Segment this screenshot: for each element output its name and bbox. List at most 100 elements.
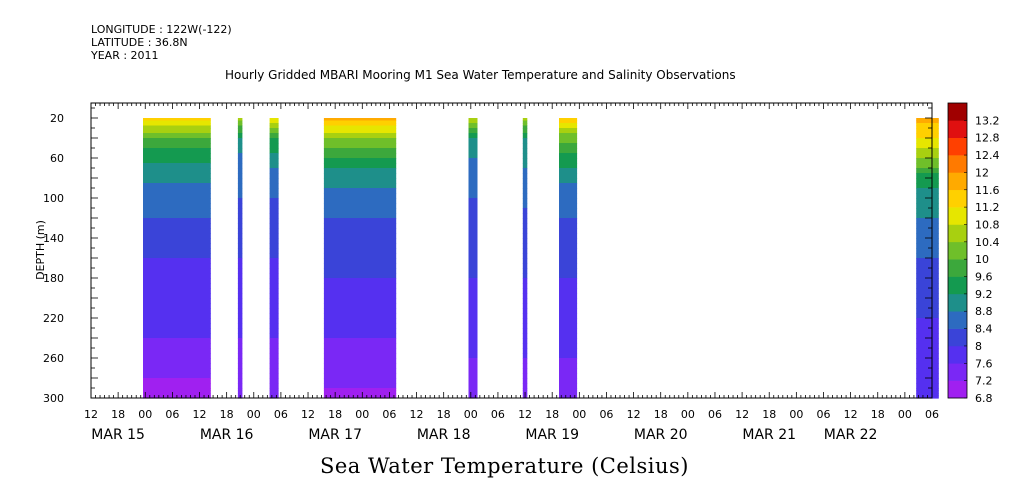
data-cell bbox=[916, 128, 939, 134]
data-cell bbox=[237, 383, 243, 389]
data-cell bbox=[916, 218, 939, 224]
data-cell bbox=[269, 198, 279, 204]
data-cell bbox=[916, 328, 939, 334]
colorbar-label: 12.8 bbox=[975, 132, 1000, 145]
colorbar-swatch bbox=[948, 380, 967, 399]
data-cell bbox=[468, 368, 478, 374]
data-cell bbox=[323, 148, 397, 154]
data-cell bbox=[522, 123, 528, 127]
colorbar-swatch bbox=[948, 276, 967, 295]
x-day-label: MAR 19 bbox=[525, 427, 579, 443]
data-cell bbox=[323, 298, 397, 304]
data-cell bbox=[323, 318, 397, 324]
data-cell bbox=[559, 128, 578, 134]
data-cell bbox=[237, 208, 243, 214]
data-cell bbox=[323, 383, 397, 389]
colorbar-label: 8 bbox=[975, 340, 982, 353]
data-cell bbox=[559, 323, 578, 329]
x-tick-label: 12 bbox=[518, 408, 532, 421]
data-cell bbox=[559, 118, 578, 122]
data-cell bbox=[916, 378, 939, 384]
data-cell bbox=[559, 133, 578, 139]
data-cell bbox=[468, 148, 478, 154]
data-cell bbox=[237, 283, 243, 289]
data-cell bbox=[916, 278, 939, 284]
latitude-label: LATITUDE : 36.8N bbox=[91, 36, 188, 49]
data-cell bbox=[323, 158, 397, 164]
data-cell bbox=[468, 395, 478, 399]
data-cell bbox=[237, 193, 243, 199]
data-cell bbox=[522, 328, 528, 334]
data-cell bbox=[468, 120, 478, 124]
data-cell bbox=[522, 183, 528, 189]
data-cell bbox=[323, 283, 397, 289]
data-cell bbox=[916, 125, 939, 129]
x-tick-label: 00 bbox=[789, 408, 803, 421]
data-cell bbox=[323, 198, 397, 204]
data-cell bbox=[522, 373, 528, 379]
data-cell bbox=[522, 258, 528, 264]
data-cell bbox=[269, 248, 279, 254]
data-cell bbox=[916, 168, 939, 174]
x-tick-label: 18 bbox=[871, 408, 885, 421]
data-cell bbox=[269, 268, 279, 274]
data-cell bbox=[237, 278, 243, 284]
data-cell bbox=[323, 153, 397, 159]
data-cell bbox=[916, 203, 939, 209]
data-cell bbox=[559, 388, 578, 392]
data-cell bbox=[916, 208, 939, 214]
data-cell bbox=[522, 228, 528, 234]
data-cell bbox=[522, 168, 528, 174]
x-day-label: MAR 18 bbox=[417, 427, 471, 443]
data-cell bbox=[323, 333, 397, 339]
data-cell bbox=[323, 253, 397, 259]
data-cell bbox=[559, 263, 578, 269]
data-cell bbox=[323, 348, 397, 354]
data-cell bbox=[237, 218, 243, 224]
y-tick-label: 20 bbox=[50, 112, 64, 125]
data-cell bbox=[916, 198, 939, 204]
data-cell bbox=[522, 233, 528, 239]
y-axis-label: DEPTH (m) bbox=[34, 220, 47, 280]
data-cell bbox=[143, 188, 211, 194]
data-cell bbox=[269, 243, 279, 249]
data-cell bbox=[916, 308, 939, 314]
data-cell bbox=[916, 143, 939, 149]
data-cell bbox=[559, 223, 578, 229]
data-cell bbox=[269, 120, 279, 124]
x-tick-label: 18 bbox=[437, 408, 451, 421]
data-cell bbox=[323, 173, 397, 179]
data-cell bbox=[559, 238, 578, 244]
data-cell bbox=[143, 388, 211, 392]
x-day-label: MAR 15 bbox=[91, 427, 145, 443]
data-cell bbox=[269, 383, 279, 389]
data-cell bbox=[237, 348, 243, 354]
data-cell bbox=[269, 323, 279, 329]
data-cell bbox=[323, 133, 397, 139]
data-cell bbox=[468, 348, 478, 354]
colorbar-label: 13.2 bbox=[975, 114, 1000, 127]
data-cell bbox=[237, 148, 243, 154]
data-cell bbox=[916, 298, 939, 304]
data-cell bbox=[916, 223, 939, 229]
data-cell bbox=[143, 125, 211, 129]
data-cell bbox=[323, 203, 397, 209]
colorbar-label: 10 bbox=[975, 253, 989, 266]
data-cell bbox=[269, 213, 279, 219]
x-day-label: MAR 21 bbox=[742, 427, 796, 443]
data-cell bbox=[269, 343, 279, 349]
data-cell bbox=[916, 188, 939, 194]
colorbar-label: 10.8 bbox=[975, 218, 1000, 231]
colorbar-variable-label: Sea Water Temperature (Celsius) bbox=[319, 454, 689, 478]
colorbar-label: 7.6 bbox=[975, 357, 993, 370]
data-cell bbox=[559, 188, 578, 194]
data-cell bbox=[468, 390, 478, 394]
data-cell bbox=[143, 373, 211, 379]
y-tick-label: 60 bbox=[50, 152, 64, 165]
data-cell bbox=[522, 178, 528, 184]
data-cell bbox=[237, 128, 243, 134]
data-cell bbox=[522, 143, 528, 149]
x-tick-label: 12 bbox=[84, 408, 98, 421]
data-cell bbox=[269, 143, 279, 149]
data-cell bbox=[237, 153, 243, 159]
